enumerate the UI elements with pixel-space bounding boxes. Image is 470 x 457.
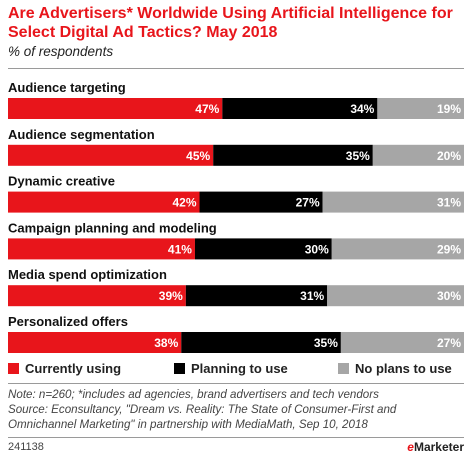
bar-campaign-planning-and-modeling-currently-using xyxy=(8,238,195,260)
bar-personalized-offers-currently-using xyxy=(8,332,182,353)
bar-audience-targeting-currently-using xyxy=(8,98,223,119)
bar-personalized-offers-no-plans-to-use xyxy=(340,332,464,353)
category-label-audience-segmentation: Audience segmentation xyxy=(8,127,155,142)
logo-text: Marketer xyxy=(413,440,464,454)
stacked-bar-chart: Audience targeting 47% 34% 19% Audience segm… xyxy=(8,80,464,353)
data-label-audience-targeting-planning-to-use: 34% xyxy=(350,102,374,116)
category-label-audience-targeting: Audience targeting xyxy=(8,80,126,95)
data-label-audience-targeting-currently-using: 47% xyxy=(195,102,219,116)
legend-item-currently-using: Currently using xyxy=(8,361,121,376)
data-label-dynamic-creative-no-plans-to-use: 31% xyxy=(437,196,461,210)
legend-label-no-plans-to-use: No plans to use xyxy=(355,361,452,376)
legend-label-planning-to-use: Planning to use xyxy=(191,361,288,376)
chart-title: Are Advertisers* Worldwide Using Artific… xyxy=(8,5,453,41)
footer-bar: 241138 eMarketer xyxy=(8,437,464,455)
bar-media-spend-optimization-planning-to-use xyxy=(185,285,328,307)
category-label-media-spend-optimization: Media spend optimization xyxy=(8,267,167,282)
bar-audience-segmentation-no-plans-to-use xyxy=(372,144,464,166)
bar-media-spend-optimization-no-plans-to-use xyxy=(327,285,464,307)
bar-dynamic-creative-currently-using xyxy=(8,191,200,213)
category-label-personalized-offers: Personalized offers xyxy=(8,314,128,329)
data-label-audience-segmentation-planning-to-use: 35% xyxy=(346,149,370,163)
bottom-divider xyxy=(8,383,464,384)
data-label-personalized-offers-currently-using: 38% xyxy=(154,336,178,350)
data-label-campaign-planning-and-modeling-planning-to-use: 30% xyxy=(305,242,329,256)
legend-label-currently-using: Currently using xyxy=(25,361,122,376)
logo-e: e xyxy=(407,440,414,454)
data-label-audience-segmentation-currently-using: 45% xyxy=(186,149,210,163)
category-label-campaign-planning-and-modeling: Campaign planning and modeling xyxy=(8,220,217,235)
bar-campaign-planning-and-modeling-planning-to-use xyxy=(194,238,332,260)
data-label-campaign-planning-and-modeling-currently-using: 41% xyxy=(168,242,192,256)
legend-swatch-planning-to-use xyxy=(174,363,185,374)
legend-item-planning-to-use: Planning to use xyxy=(174,361,288,376)
legend-swatch-currently-using xyxy=(8,363,19,374)
top-divider xyxy=(8,68,464,69)
bar-campaign-planning-and-modeling-no-plans-to-use xyxy=(331,238,464,260)
bar-audience-segmentation-planning-to-use xyxy=(213,144,373,166)
legend-item-no-plans-to-use: No plans to use xyxy=(338,361,452,376)
chart-source: Source: Econsultancy, "Dream vs. Reality… xyxy=(8,403,397,431)
data-label-campaign-planning-and-modeling-no-plans-to-use: 29% xyxy=(437,242,461,256)
emarketer-logo: eMarketer xyxy=(407,440,464,454)
data-label-dynamic-creative-currently-using: 42% xyxy=(172,196,196,210)
bar-audience-targeting-planning-to-use xyxy=(222,98,378,119)
data-label-audience-targeting-no-plans-to-use: 19% xyxy=(437,102,461,116)
bar-personalized-offers-planning-to-use xyxy=(181,332,341,353)
legend: Currently using Planning to use No plans… xyxy=(8,361,464,379)
legend-swatch-no-plans-to-use xyxy=(338,363,349,374)
bar-media-spend-optimization-currently-using xyxy=(8,285,186,307)
bar-dynamic-creative-no-plans-to-use xyxy=(322,191,464,213)
chart-id: 241138 xyxy=(8,441,44,453)
chart-note: Note: n=260; *includes ad agencies, bran… xyxy=(8,388,379,401)
data-label-media-spend-optimization-planning-to-use: 31% xyxy=(300,289,324,303)
bar-audience-targeting-no-plans-to-use xyxy=(377,98,464,119)
data-label-media-spend-optimization-currently-using: 39% xyxy=(159,289,183,303)
bar-audience-segmentation-currently-using xyxy=(8,144,214,166)
data-label-personalized-offers-no-plans-to-use: 27% xyxy=(437,336,461,350)
data-label-media-spend-optimization-no-plans-to-use: 30% xyxy=(437,289,461,303)
category-label-dynamic-creative: Dynamic creative xyxy=(8,174,115,189)
bar-dynamic-creative-planning-to-use xyxy=(199,191,323,213)
data-label-personalized-offers-planning-to-use: 35% xyxy=(314,336,338,350)
data-label-audience-segmentation-no-plans-to-use: 20% xyxy=(437,149,461,163)
chart-subtitle: % of respondents xyxy=(8,44,114,59)
data-label-dynamic-creative-planning-to-use: 27% xyxy=(296,196,320,210)
